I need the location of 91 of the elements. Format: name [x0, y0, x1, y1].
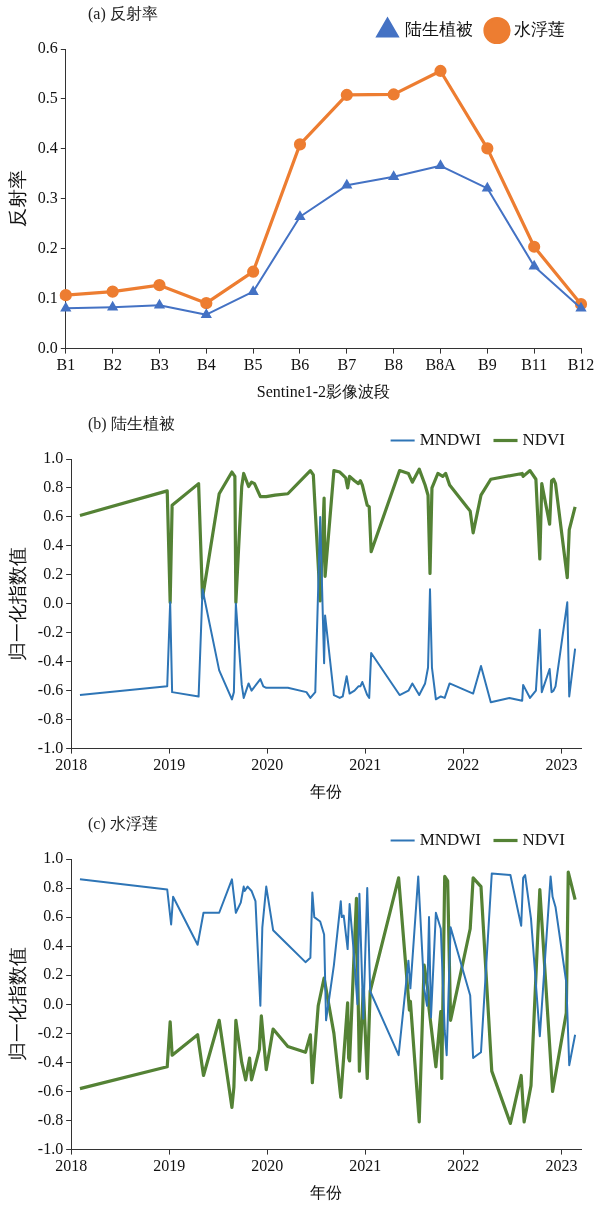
y-tick-label: 0.8: [43, 878, 64, 896]
x-tick-label: 2023: [545, 1157, 578, 1175]
legend-label: MNDWI: [419, 829, 482, 849]
x-tick-label: 2019: [153, 756, 186, 774]
point: [482, 182, 493, 192]
chart-title: (a) 反射率: [88, 4, 158, 25]
x-axis-title: 年份: [310, 1183, 343, 1201]
point: [340, 88, 353, 102]
x-axis-title: 年份: [310, 782, 343, 800]
point: [200, 297, 213, 310]
y-tick-label: 1.0: [43, 449, 64, 467]
legend-label: MNDWI: [419, 429, 482, 449]
point: [59, 289, 72, 302]
point: [153, 279, 166, 292]
y-tick-label: 0.5: [37, 89, 58, 107]
point: [248, 286, 259, 295]
legend-label: NDVI: [522, 829, 566, 849]
y-tick-label: 0.6: [43, 907, 64, 925]
y-tick-label: 0.4: [43, 536, 64, 554]
x-tick-label: 2021: [349, 756, 382, 774]
y-tick-label: 0.3: [37, 189, 58, 206]
x-tick-label: 2018: [55, 756, 88, 774]
y-tick-label: 0.2: [43, 565, 64, 583]
x-tick-label: 2023: [545, 756, 578, 774]
point: [481, 142, 494, 155]
point: [106, 285, 119, 298]
y-tick-label: 0.0: [43, 594, 64, 611]
y-tick-label: 1.0: [43, 849, 64, 867]
y-tick-label: -0.8: [37, 1110, 64, 1128]
x-tick-label: B1: [56, 356, 76, 374]
y-tick-label: -0.6: [37, 680, 64, 698]
y-tick-label: -0.6: [37, 1081, 64, 1099]
y-tick-label: 0.0: [37, 338, 58, 356]
y-tick-label: -0.2: [37, 1023, 64, 1041]
point: [387, 88, 400, 101]
y-tick-label: 0.6: [37, 39, 58, 57]
y-axis-title: 归一化指数值: [7, 947, 29, 1062]
x-tick-label: B6: [290, 356, 310, 374]
y-tick-label: -0.8: [37, 709, 64, 727]
y-tick-label: 0.0: [43, 994, 64, 1012]
y-tick-label: 0.2: [37, 238, 58, 256]
point: [154, 299, 165, 309]
chart-title: (c) 水浮莲: [88, 814, 158, 835]
x-tick-label: B5: [243, 356, 263, 374]
y-tick-label: 0.4: [37, 139, 58, 157]
legend-label: NDVI: [522, 429, 566, 449]
point: [434, 64, 447, 78]
x-axis-title: Sentine1-2影像波段: [256, 382, 391, 400]
y-tick-label: 0.4: [43, 936, 64, 954]
point: [295, 211, 305, 221]
x-tick-label: B7: [337, 356, 357, 374]
x-tick-label: B11: [521, 356, 548, 374]
x-tick-label: 2022: [447, 1157, 480, 1175]
y-tick-label: -1.0: [37, 1139, 64, 1157]
y-tick-label: 0.2: [43, 965, 64, 983]
y-tick-label: 0.1: [37, 288, 58, 306]
point: [388, 171, 399, 181]
y-tick-label: -1.0: [37, 738, 64, 756]
x-tick-label: B3: [150, 356, 169, 374]
y-tick-label: -0.2: [37, 622, 64, 640]
y-tick-label: 0.8: [43, 478, 64, 496]
point: [247, 265, 260, 278]
y-tick-label: -0.4: [37, 651, 64, 669]
y-tick-label: -0.4: [37, 1052, 64, 1070]
x-tick-label: 2021: [349, 1157, 382, 1175]
x-tick-label: B12: [567, 356, 595, 374]
x-tick-label: 2022: [447, 756, 480, 774]
point: [293, 138, 307, 151]
x-tick-label: 2018: [55, 1157, 88, 1175]
x-tick-label: B9: [477, 356, 497, 374]
x-tick-label: 2019: [153, 1157, 186, 1175]
y-tick-label: 0.6: [43, 507, 64, 525]
x-tick-label: B2: [103, 356, 122, 374]
point: [341, 179, 352, 189]
x-tick-label: 2020: [251, 1157, 284, 1175]
point: [528, 240, 541, 253]
point: [576, 302, 586, 312]
x-tick-label: B8A: [425, 356, 457, 374]
point: [529, 260, 540, 270]
point: [60, 302, 71, 312]
legend-label: 水浮莲: [514, 19, 565, 39]
x-tick-label: 2020: [251, 756, 284, 774]
y-axis-title: 反射率: [7, 170, 29, 228]
point: [435, 160, 446, 170]
y-axis-title: 归一化指数值: [7, 546, 29, 661]
point: [107, 301, 118, 311]
legend-label: 陆生植被: [404, 19, 473, 39]
chart-title: (b) 陆生植被: [88, 414, 175, 435]
x-tick-label: B8: [384, 356, 403, 374]
x-tick-label: B4: [196, 356, 216, 374]
point: [201, 309, 212, 318]
